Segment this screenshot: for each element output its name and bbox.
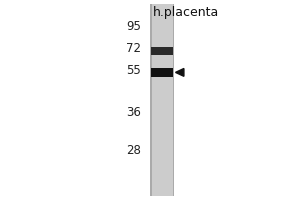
Text: 28: 28 xyxy=(126,144,141,156)
Bar xyxy=(172,4,174,196)
Bar xyxy=(151,47,173,55)
Text: h.placenta: h.placenta xyxy=(153,6,219,19)
Text: 95: 95 xyxy=(126,20,141,32)
Polygon shape xyxy=(176,68,184,76)
Text: 55: 55 xyxy=(126,64,141,76)
Text: 72: 72 xyxy=(126,42,141,54)
Text: 36: 36 xyxy=(126,106,141,118)
Bar xyxy=(150,4,152,196)
Bar xyxy=(151,68,173,77)
Bar xyxy=(150,4,174,196)
